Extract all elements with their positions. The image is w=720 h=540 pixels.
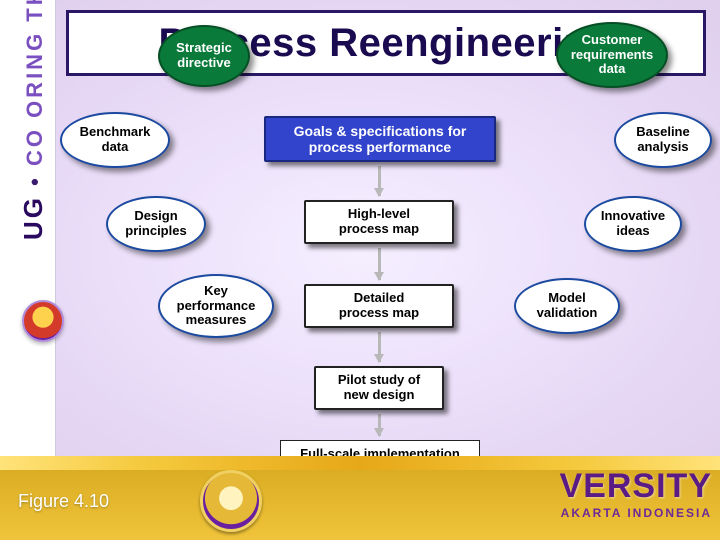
node-design-label: Design principles bbox=[125, 209, 186, 239]
node-validation-label: Model validation bbox=[537, 291, 598, 321]
node-strategic: Strategic directive bbox=[158, 25, 250, 87]
node-highmap-label: High-level process map bbox=[339, 207, 419, 237]
sidebar-logo-icon bbox=[22, 300, 64, 342]
sidebar-vertical-text: UG • CO ORING THE FUTURE bbox=[18, 0, 49, 240]
flow-arrow-3 bbox=[378, 414, 381, 436]
node-kpm-label: Key performance measures bbox=[177, 284, 256, 329]
footer-band: Figure 4.10 VERSITY AKARTA INDONESIA bbox=[0, 456, 720, 540]
node-baseline-label: Baseline analysis bbox=[636, 125, 689, 155]
node-benchmark-label: Benchmark data bbox=[80, 125, 151, 155]
node-highmap: High-level process map bbox=[304, 200, 454, 244]
node-baseline: Baseline analysis bbox=[614, 112, 712, 168]
node-strategic-label: Strategic directive bbox=[176, 41, 232, 71]
figure-label: Figure 4.10 bbox=[18, 491, 109, 512]
node-pilot-label: Pilot study of new design bbox=[338, 373, 420, 403]
node-benchmark: Benchmark data bbox=[60, 112, 170, 168]
left-sidebar: UG • CO ORING THE FUTURE bbox=[0, 0, 56, 480]
node-pilot: Pilot study of new design bbox=[314, 366, 444, 410]
flow-arrow-2 bbox=[378, 332, 381, 362]
node-design: Design principles bbox=[106, 196, 206, 252]
node-goals-label: Goals & specifications for process perfo… bbox=[294, 123, 467, 155]
node-goals: Goals & specifications for process perfo… bbox=[264, 116, 496, 162]
university-seal-icon bbox=[200, 470, 262, 532]
sidebar-ug: UG bbox=[18, 195, 48, 240]
node-detailed: Detailed process map bbox=[304, 284, 454, 328]
node-validation: Model validation bbox=[514, 278, 620, 334]
node-innovative-label: Innovative ideas bbox=[601, 209, 665, 239]
node-innovative: Innovative ideas bbox=[584, 196, 682, 252]
node-customer-label: Customer requirements data bbox=[571, 33, 653, 78]
node-detailed-label: Detailed process map bbox=[339, 291, 419, 321]
flow-arrow-1 bbox=[378, 248, 381, 280]
node-customer: Customer requirements data bbox=[556, 22, 668, 88]
university-sub: AKARTA INDONESIA bbox=[560, 506, 712, 520]
sidebar-middle: CO ORING THE bbox=[22, 0, 47, 166]
university-text: VERSITY AKARTA INDONESIA bbox=[560, 467, 712, 520]
node-kpm: Key performance measures bbox=[158, 274, 274, 338]
flow-arrow-0 bbox=[378, 166, 381, 196]
sidebar-dot: • bbox=[22, 166, 47, 186]
university-name: VERSITY bbox=[560, 467, 712, 506]
